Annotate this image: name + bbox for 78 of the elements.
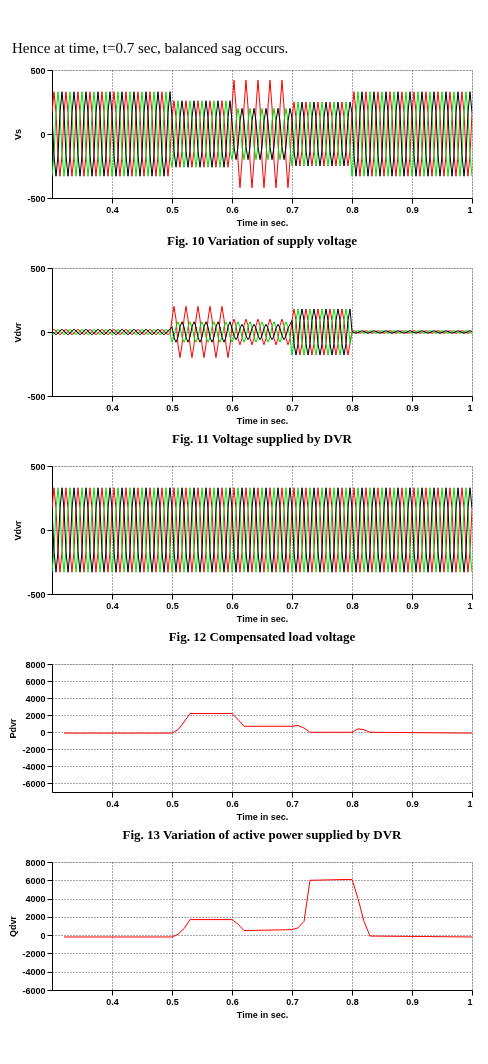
x-tick-label: 0.8: [346, 798, 359, 809]
y-axis-title: Vs: [13, 128, 24, 141]
x-tick-label: 1: [467, 798, 473, 809]
x-tick-label: 0.7: [286, 402, 299, 413]
y-axis-title: Qdvr: [8, 915, 19, 938]
x-axis-title: Time in sec.: [236, 217, 289, 228]
x-tick-label: 0.9: [406, 402, 419, 413]
y-axis-title: Pdvr: [8, 718, 19, 739]
x-tick-label: 0.7: [286, 204, 299, 215]
x-tick-label: 0.8: [346, 402, 359, 413]
y-tick-label: 2000: [25, 912, 46, 923]
y-axis-title: Vdvr: [13, 322, 24, 343]
x-tick-label: 0.6: [226, 798, 239, 809]
x-tick-label: 0.5: [166, 798, 179, 809]
x-tick-label: 0.6: [226, 600, 239, 611]
x-axis-title: Time in sec.: [236, 1009, 289, 1020]
y-tick-label: -500: [27, 589, 46, 600]
y-tick-label: 4000: [25, 693, 46, 704]
y-tick-label: -500: [27, 193, 46, 204]
y-tick-label: 500: [30, 65, 46, 76]
x-tick-label: 0.6: [226, 402, 239, 413]
x-tick-label: 1: [467, 204, 473, 215]
x-tick-label: 0.8: [346, 600, 359, 611]
x-tick-label: 0.9: [406, 996, 419, 1007]
y-tick-label: -4000: [22, 761, 46, 772]
y-tick-label: 0: [40, 727, 46, 738]
y-tick-label: 0: [40, 930, 46, 941]
x-tick-label: 0.4: [106, 204, 119, 215]
y-tick-label: 6000: [25, 676, 46, 687]
x-tick-label: 0.5: [166, 600, 179, 611]
y-tick-label: 500: [30, 263, 46, 274]
y-tick-label: -6000: [22, 985, 46, 996]
x-tick-label: 0.9: [406, 798, 419, 809]
x-tick-label: 0.4: [106, 600, 119, 611]
y-axis-title: Vdvr: [13, 520, 24, 541]
text: Fig. 11 Voltage supplied by DVR: [172, 431, 353, 446]
x-tick-label: 0.6: [226, 204, 239, 215]
x-axis-title: Time in sec.: [236, 811, 289, 822]
text: Hence at time, t=0.7 sec, balanced sag occurs.: [12, 40, 289, 56]
text: Fig. 10 Variation of supply voltage: [167, 233, 358, 248]
x-tick-label: 1: [467, 996, 473, 1007]
x-tick-label: 0.4: [106, 402, 119, 413]
y-tick-label: 0: [40, 525, 46, 536]
y-tick-label: -2000: [22, 744, 46, 755]
y-tick-label: 8000: [25, 857, 46, 868]
y-tick-label: 2000: [25, 710, 46, 721]
x-tick-label: 0.4: [106, 798, 119, 809]
x-tick-label: 1: [467, 600, 473, 611]
y-tick-label: 0: [40, 129, 46, 140]
line-series: [52, 79, 472, 189]
x-tick-label: 0.9: [406, 600, 419, 611]
y-tick-label: 4000: [25, 894, 46, 905]
y-tick-label: 6000: [25, 875, 46, 886]
y-tick-label: -6000: [22, 778, 46, 789]
y-tick-label: 8000: [25, 659, 46, 670]
x-tick-label: 0.9: [406, 204, 419, 215]
y-tick-label: 500: [30, 461, 46, 472]
x-tick-label: 0.4: [106, 996, 119, 1007]
y-tick-label: -2000: [22, 948, 46, 959]
y-tick-label: 0: [40, 327, 46, 338]
y-tick-label: -500: [27, 391, 46, 402]
x-tick-label: 0.7: [286, 996, 299, 1007]
x-tick-label: 0.5: [166, 996, 179, 1007]
text: Fig. 13 Variation of active power supplied by DVR: [122, 827, 403, 842]
x-axis-title: Time in sec.: [236, 613, 289, 624]
line-series: [63, 878, 472, 938]
x-tick-label: 0.5: [166, 204, 179, 215]
y-tick-label: -4000: [22, 967, 46, 978]
x-tick-label: 0.8: [346, 204, 359, 215]
x-tick-label: 0.7: [286, 798, 299, 809]
text: Fig. 12 Compensated load voltage: [168, 629, 356, 644]
x-tick-label: 0.7: [286, 600, 299, 611]
x-tick-label: 0.8: [346, 996, 359, 1007]
line-series: [63, 712, 472, 734]
x-tick-label: 0.5: [166, 402, 179, 413]
x-tick-label: 1: [467, 402, 473, 413]
x-axis-title: Time in sec.: [236, 415, 289, 426]
x-tick-label: 0.6: [226, 996, 239, 1007]
